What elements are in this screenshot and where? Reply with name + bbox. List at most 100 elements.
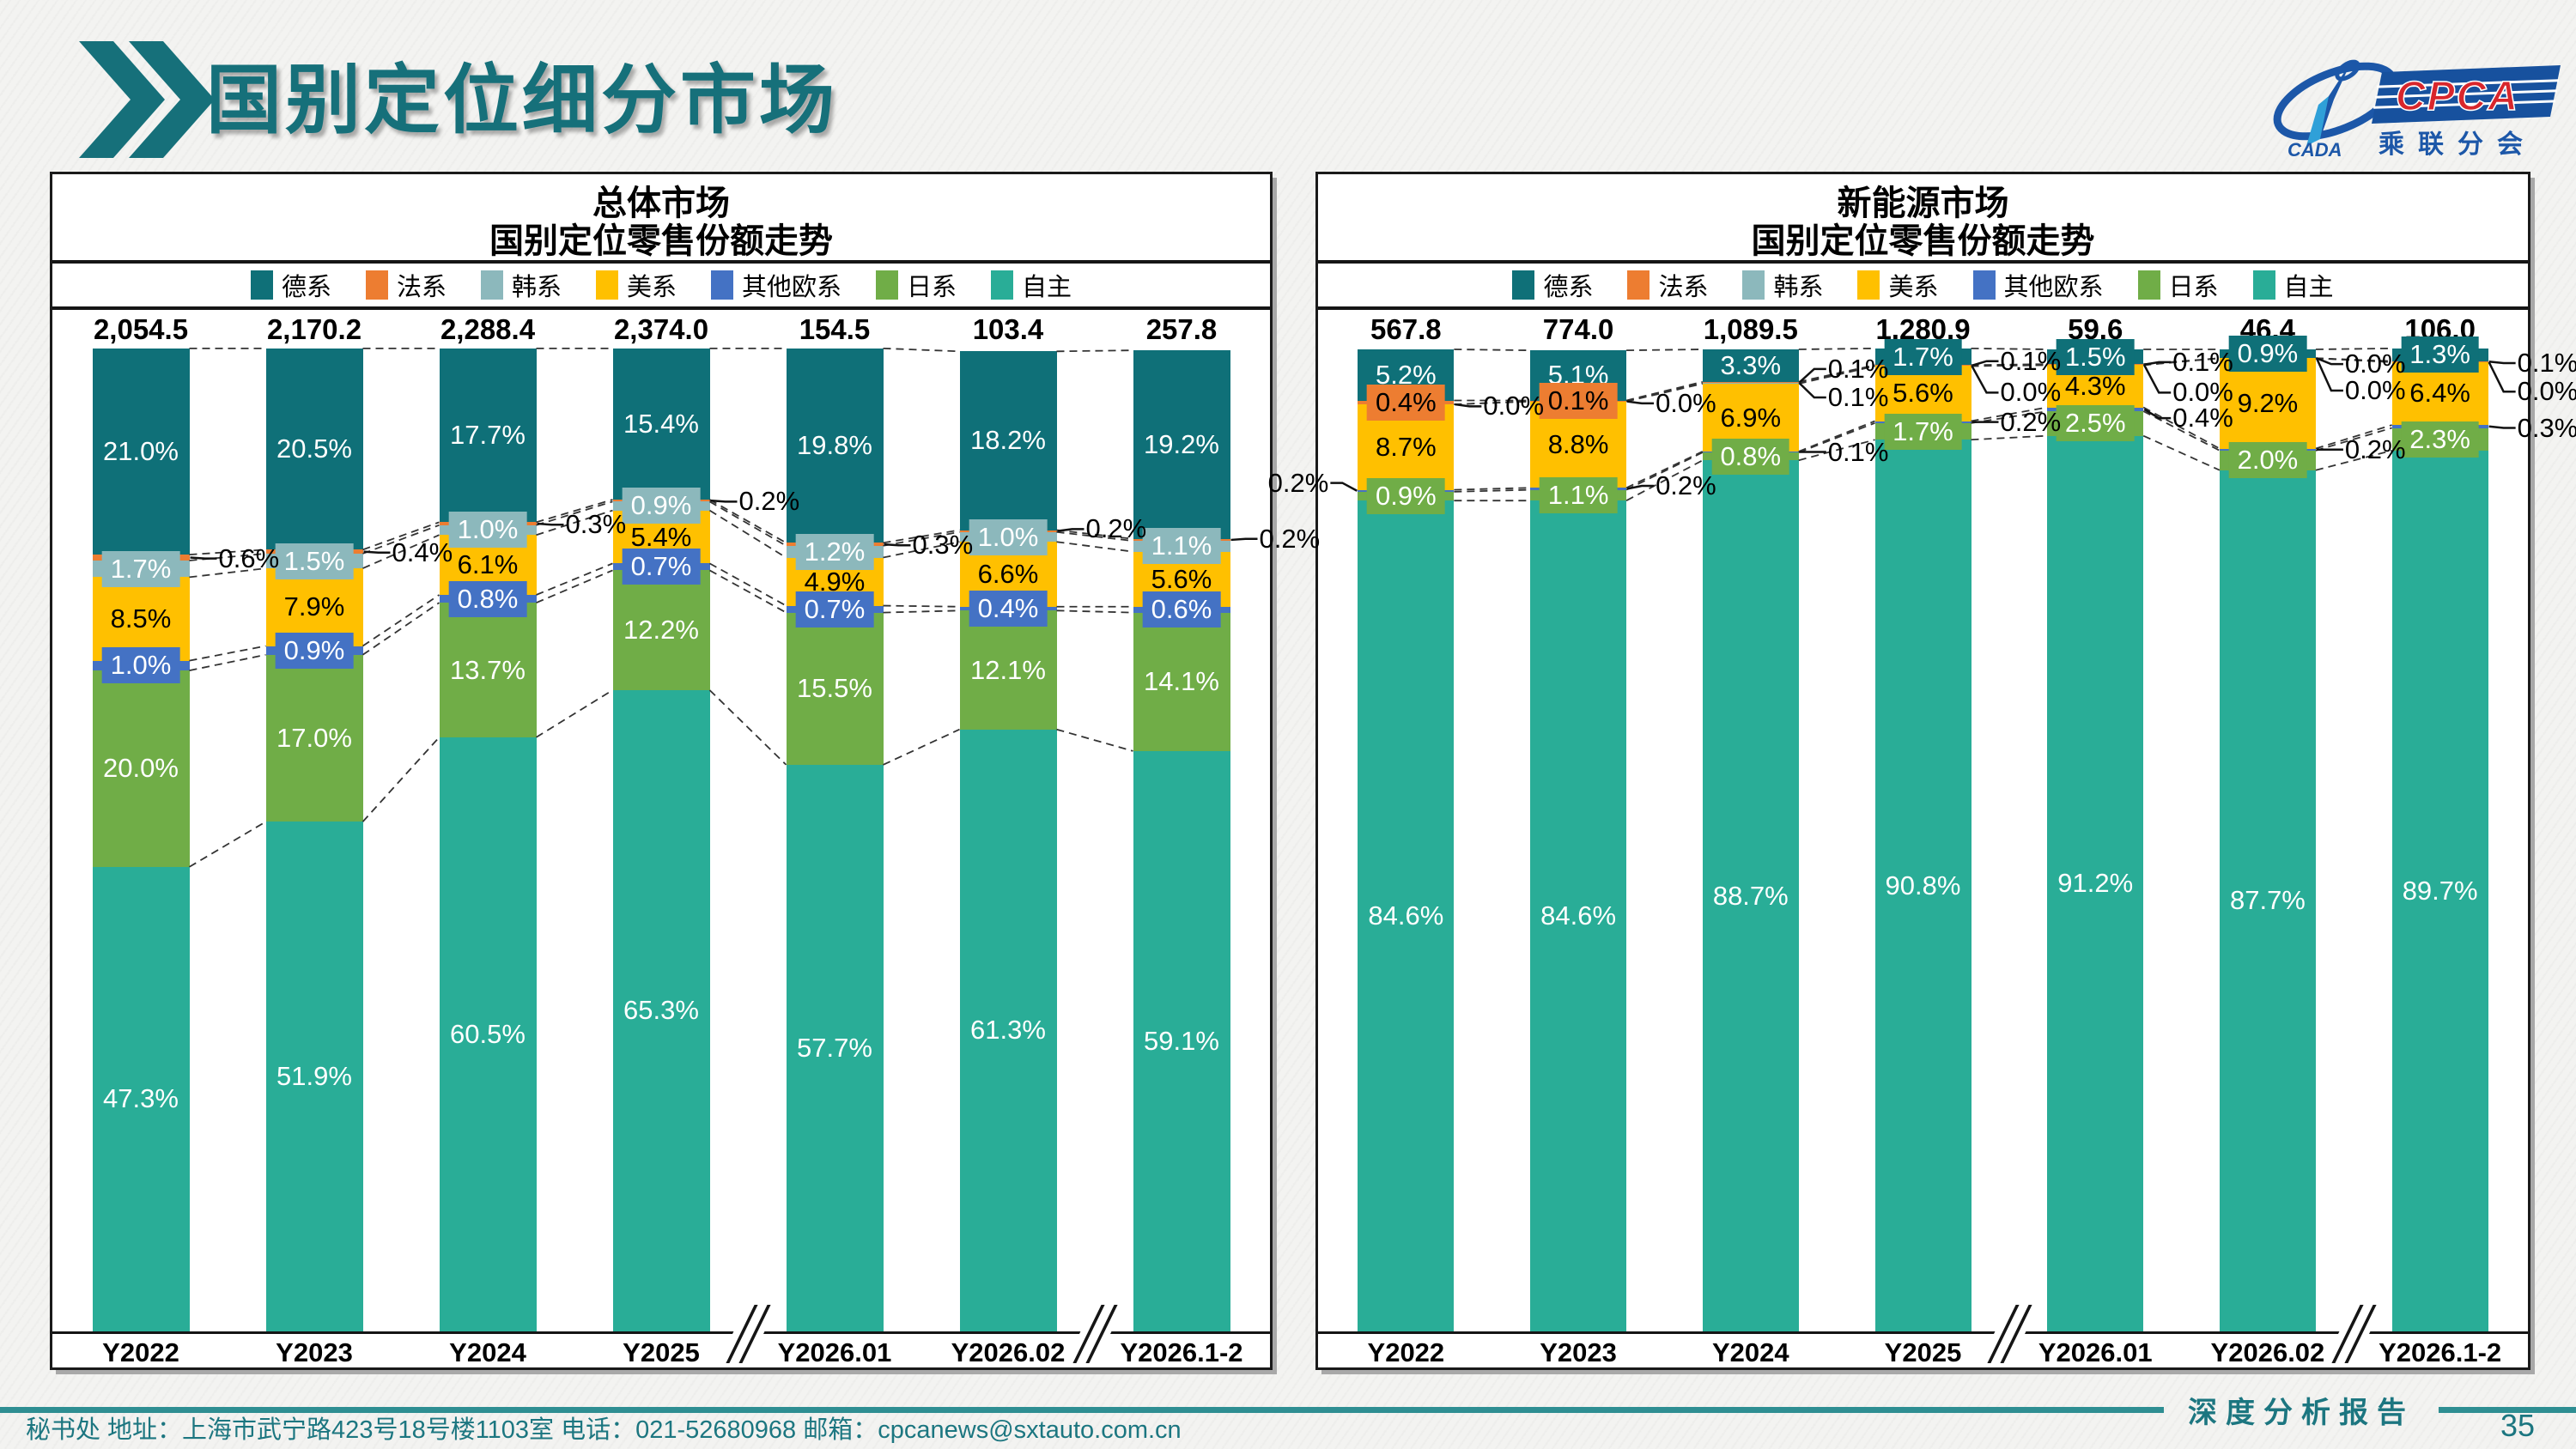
total-value: 154.5 (799, 313, 871, 345)
axis-label-Y2026.01: Y2026.01 (2038, 1337, 2153, 1367)
segment-label-其他欧系: 0.7% (622, 549, 701, 585)
page-header: 国别定位细分市场 CADA CPCA 乘联分会 (0, 0, 2576, 172)
segment-label-德系: 21.0% (103, 435, 179, 466)
callout-leader-line (1798, 382, 1826, 399)
callout-label-法系: 0.2% (1259, 523, 1321, 554)
segment-label-其他欧系: 0.7% (795, 591, 874, 627)
svg-text:CADA: CADA (2287, 139, 2342, 161)
segment-自主 (1530, 500, 1627, 1331)
bar-Y2023: 51.9% 17.0% 0.9% 7.9% 1.5% 20.5% (265, 348, 363, 1331)
report-type-label: 深度分析报告 (2188, 1397, 2415, 1429)
separator (1318, 306, 2528, 310)
callout-leader-line (2488, 425, 2516, 429)
legend-swatch-icon (1972, 270, 1996, 300)
callout-leader-line (884, 543, 911, 547)
segment-德系 (92, 348, 190, 555)
bar-Y2025: 90.8% 1.7% 5.6% 1.7% (1874, 338, 1971, 1331)
legend-swatch-icon (2137, 270, 2160, 300)
segment-德系 (786, 348, 884, 543)
legend-item-韩系: 韩系 (480, 267, 562, 303)
callout-label-韩系: 0.0% (2000, 377, 2062, 408)
legend-item-美系: 美系 (595, 267, 677, 303)
segment-日系 (786, 612, 884, 765)
segment-自主 (2391, 450, 2488, 1331)
axis-label-Y2022: Y2022 (102, 1337, 179, 1367)
segment-label-韩系: 1.0% (448, 512, 527, 549)
legend-label: 美系 (626, 274, 677, 301)
segment-label-自主: 61.3% (970, 1015, 1046, 1046)
segment-label-美系: 5.6% (1893, 378, 1953, 409)
callout-leader-line (363, 550, 391, 555)
segment-德系 (265, 348, 363, 550)
axis-label-Y2024: Y2024 (449, 1337, 526, 1367)
segment-label-其他欧系: 0.6% (1142, 591, 1221, 628)
overall-market-chart-panel: 总体市场 国别定位零售份额走势 德系 法系 韩系 美系 其他欧系 日系 自主 2,054.5… (50, 172, 1320, 1370)
segment-label-德系: 0.9% (2228, 336, 2307, 373)
segment-label-韩系: 1.0% (969, 518, 1048, 555)
callout-label-其他欧系: 0.1% (1827, 436, 1889, 467)
segment-日系 (439, 603, 537, 737)
segment-label-日系: 2.5% (2056, 405, 2135, 442)
page-title: 国别定位细分市场 (206, 58, 839, 142)
axis-label-Y2026.1-2: Y2026.1-2 (1120, 1337, 1243, 1367)
segment-label-德系: 17.7% (450, 420, 526, 451)
legend-swatch-icon (480, 270, 503, 300)
segment-label-美系: 8.5% (110, 603, 172, 634)
axis-label-Y2025: Y2025 (1884, 1337, 1962, 1367)
segment-label-法系: 0.1% (1539, 383, 1618, 420)
segment-label-美系: 4.3% (2064, 370, 2126, 401)
segment-label-自主: 84.6% (1540, 900, 1617, 931)
legend-item-德系: 德系 (1512, 267, 1593, 303)
segment-label-自主: 90.8% (1885, 870, 1961, 900)
cpca-banner: CPCA 乘联分会 (2372, 65, 2561, 159)
total-value: 2,054.5 (93, 313, 189, 345)
axis-label-Y2026.01: Y2026.01 (777, 1337, 892, 1367)
callout-leader-line (190, 556, 217, 560)
legend-swatch-icon (1857, 270, 1880, 300)
segment-label-自主: 47.3% (103, 1083, 179, 1114)
segment-label-日系: 0.8% (1711, 438, 1790, 475)
legend-swatch-icon (1742, 270, 1765, 300)
segment-label-韩系: 1.1% (1142, 528, 1221, 565)
segment-label-自主: 87.7% (2229, 885, 2306, 916)
legend-label: 自主 (1022, 274, 1072, 301)
legend-item-其他欧系: 其他欧系 (711, 267, 841, 303)
callout-label-法系: 0.1% (2000, 345, 2062, 376)
total-value: 567.8 (1370, 313, 1442, 345)
segment-label-日系: 0.9% (1367, 478, 1445, 515)
bar-Y2026.02: 87.7% 2.0% 9.2% 0.9% (2219, 336, 2316, 1331)
segment-label-日系: 12.1% (970, 654, 1046, 685)
segment-德系 (439, 348, 537, 523)
segment-label-自主: 57.7% (797, 1032, 872, 1063)
nev-market-chart-panel: 新能源市场 国别定位零售份额走势 德系 法系 韩系 美系 其他欧系 日系 自主 567.8 7… (1268, 172, 2576, 1370)
segment-label-日系: 17.0% (276, 723, 352, 754)
callout-leader-line (2143, 408, 2172, 420)
bar-Y2026.01: 57.7% 15.5% 0.7% 4.9% 1.2% 19.8% (786, 348, 884, 1331)
segment-自主 (959, 729, 1057, 1331)
segment-label-日系: 1.7% (1884, 413, 1962, 450)
callout-label-法系: 0.2% (738, 486, 800, 517)
legend-label: 其他欧系 (742, 274, 842, 301)
segment-自主 (439, 737, 537, 1331)
chart-title-line2: 国别定位零售份额走势 (1751, 222, 2095, 260)
callout-label-其他欧系: 0.2% (2344, 433, 2406, 464)
segment-日系 (959, 610, 1057, 730)
callout-label-韩系: 0.0% (2517, 376, 2576, 407)
legend-label: 韩系 (1773, 274, 1824, 301)
total-value: 103.4 (972, 313, 1044, 345)
legend-label: 法系 (396, 274, 447, 301)
legend-item-法系: 法系 (1627, 267, 1708, 303)
callout-label-韩系: 0.0% (1656, 387, 1716, 418)
separator (52, 260, 1270, 264)
axis-label-Y2024: Y2024 (1711, 1337, 1789, 1367)
legend-label: 日系 (907, 274, 957, 301)
segment-自主 (2219, 470, 2316, 1331)
total-value: 2,288.4 (440, 313, 536, 345)
total-value: 774.0 (1542, 313, 1614, 345)
callout-label-韩系: 0.1% (1827, 382, 1889, 413)
segment-德系 (1133, 350, 1230, 539)
legend-item-德系: 德系 (250, 267, 331, 303)
segment-label-美系: 6.1% (457, 549, 519, 580)
chart-title-line1: 新能源市场 (1837, 185, 2009, 222)
segment-label-日系: 15.5% (797, 673, 872, 704)
